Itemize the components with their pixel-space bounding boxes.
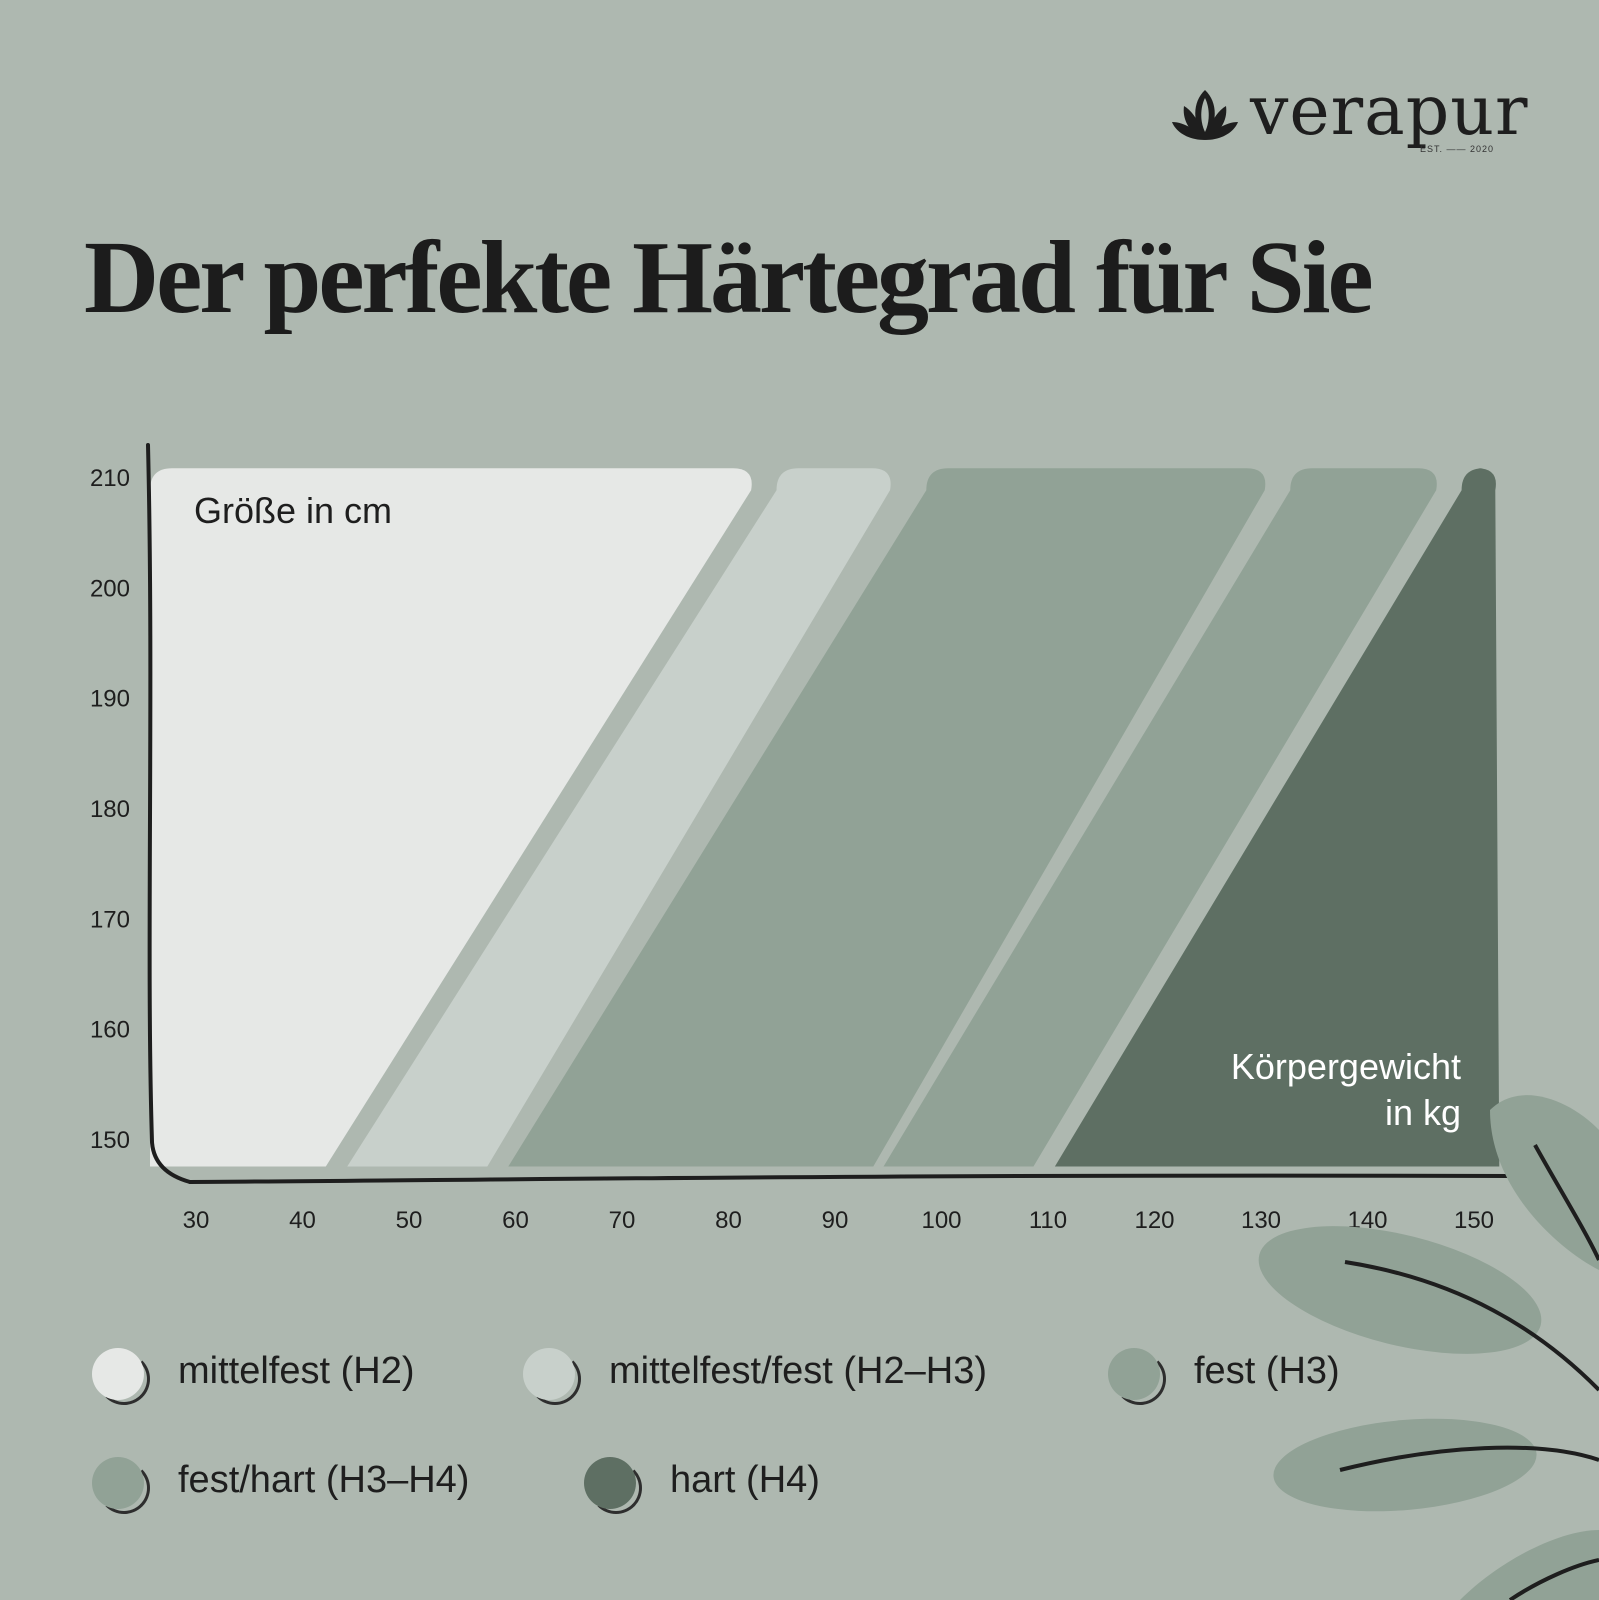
x-tick-label: 80 bbox=[715, 1207, 742, 1234]
y-axis-label: Größe in cm bbox=[194, 490, 393, 531]
legend-label: hart (H4) bbox=[670, 1459, 820, 1501]
legend-swatch bbox=[92, 1457, 150, 1515]
y-axis-line bbox=[146, 443, 192, 1184]
x-tick-label: 40 bbox=[289, 1207, 316, 1234]
x-axis-label-line-1: Körpergewicht bbox=[1230, 1046, 1461, 1087]
x-axis-label-line-2: in kg bbox=[1384, 1092, 1461, 1133]
legend-label: fest/hart (H3–H4) bbox=[178, 1459, 470, 1501]
zone-1 bbox=[150, 468, 752, 1167]
y-tick-label: 210 bbox=[90, 465, 130, 492]
y-tick-label: 150 bbox=[90, 1127, 130, 1154]
leaf-decoration bbox=[1258, 1095, 1599, 1600]
legend-swatch bbox=[584, 1457, 642, 1515]
zone-5 bbox=[1054, 468, 1500, 1167]
brand-est: EST. —— 2020 bbox=[1420, 144, 1495, 154]
legend-swatch bbox=[1108, 1348, 1166, 1406]
x-tick-label: 60 bbox=[502, 1207, 529, 1234]
zone-3 bbox=[508, 468, 1266, 1167]
x-tick-label: 50 bbox=[396, 1207, 423, 1234]
legend-label: mittelfest (H2) bbox=[178, 1350, 415, 1392]
y-tick-label: 170 bbox=[90, 906, 130, 933]
x-tick-label: 90 bbox=[822, 1207, 849, 1234]
x-tick-label: 110 bbox=[1029, 1207, 1067, 1234]
x-tick-label: 150 bbox=[1454, 1207, 1494, 1234]
page-title: Der perfekte Härtegrad für Sie bbox=[84, 220, 1374, 335]
x-tick-label: 30 bbox=[183, 1207, 210, 1234]
legend-label: mittelfest/fest (H2–H3) bbox=[609, 1350, 987, 1392]
zone-2 bbox=[347, 468, 891, 1167]
x-tick-label: 120 bbox=[1134, 1207, 1174, 1234]
brand-logo: verapur EST. —— 2020 bbox=[1170, 72, 1528, 168]
x-axis-label: Körpergewicht in kg bbox=[1231, 1044, 1461, 1136]
legend-swatch bbox=[523, 1348, 581, 1406]
y-tick-label: 160 bbox=[90, 1017, 130, 1044]
y-tick-label: 200 bbox=[90, 575, 130, 602]
x-tick-label: 70 bbox=[609, 1207, 636, 1234]
legend-label: fest (H3) bbox=[1194, 1350, 1340, 1392]
y-tick-label: 190 bbox=[90, 686, 130, 713]
x-tick-label: 100 bbox=[921, 1207, 961, 1234]
x-axis-line bbox=[188, 1173, 1512, 1184]
lotus-icon bbox=[1172, 90, 1238, 140]
zone-4 bbox=[883, 468, 1437, 1167]
legend-swatch bbox=[92, 1348, 150, 1406]
brand-name: verapur bbox=[1250, 72, 1529, 151]
x-tick-label: 130 bbox=[1241, 1207, 1281, 1234]
y-tick-label: 180 bbox=[90, 796, 130, 823]
